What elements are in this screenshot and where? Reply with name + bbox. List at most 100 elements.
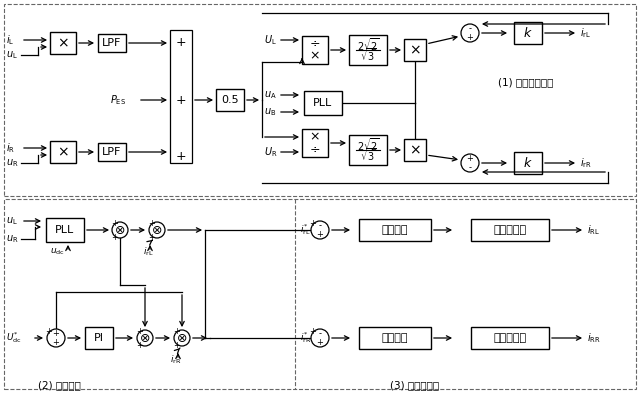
Text: $i_{\rm L}$: $i_{\rm L}$ [6,33,14,47]
Text: $i_{\rm R}$: $i_{\rm R}$ [6,141,15,155]
Bar [514,22,542,44]
Text: +: + [173,340,180,349]
Text: ⊗: ⊗ [115,224,125,237]
Text: $u_{\rm B}$: $u_{\rm B}$ [264,106,276,118]
Text: +: + [176,151,186,163]
Text: 滞环比较: 滞环比较 [381,333,408,343]
Text: LPF: LPF [102,147,122,157]
Bar [359,327,431,349]
Bar [471,219,549,241]
Text: ⊗: ⊗ [177,332,188,345]
Text: $2\sqrt{2}$: $2\sqrt{2}$ [356,37,380,53]
Text: +: + [317,230,323,239]
Bar [50,32,76,54]
Text: +: + [52,338,60,347]
Text: (3) 脉冲波产生: (3) 脉冲波产生 [390,380,439,390]
Text: $i_{\rm RL}$: $i_{\rm RL}$ [587,223,600,237]
Text: +: + [52,329,60,338]
Text: ÷: ÷ [310,37,320,50]
Circle shape [311,329,329,347]
Text: ×: × [57,36,69,50]
Bar [359,219,431,241]
Bar [404,139,426,161]
Text: +: + [45,327,52,336]
Text: +: + [310,327,316,336]
Text: (1) 补偿电流计算: (1) 补偿电流计算 [498,77,554,87]
Text: +: + [310,220,316,228]
Bar [4,4,636,196]
Circle shape [174,330,190,346]
Bar [471,327,549,349]
Text: $i_{\rm rL}$: $i_{\rm rL}$ [580,26,591,40]
Bar [404,39,426,61]
Text: -: - [319,221,321,230]
Text: ⊗: ⊗ [152,224,163,237]
Text: $\sqrt{3}$: $\sqrt{3}$ [360,147,376,163]
Text: -: - [468,163,472,172]
Text: +: + [176,37,186,50]
Bar [302,129,328,157]
Bar [349,35,387,65]
Text: ×: × [57,145,69,159]
Bar [98,34,126,52]
Bar [514,152,542,174]
Text: $2\sqrt{2}$: $2\sqrt{2}$ [356,137,380,153]
Text: +: + [111,219,118,228]
Text: $u_{\rm R}$: $u_{\rm R}$ [6,157,19,169]
Text: $\sqrt{3}$: $\sqrt{3}$ [360,47,376,63]
Text: -: - [468,24,472,33]
Text: 右侧变流器: 右侧变流器 [493,333,527,343]
Text: -: - [319,329,321,338]
Text: $k$: $k$ [523,156,533,170]
Text: ⊗: ⊗ [140,332,150,345]
Bar [302,36,328,64]
Bar [85,327,113,349]
Circle shape [137,330,153,346]
Text: +: + [111,233,118,242]
Text: $i^{*}_{\rm rR}$: $i^{*}_{\rm rR}$ [300,331,311,345]
Text: +: + [148,233,156,242]
Bar [170,30,192,163]
Text: ×: × [310,50,320,62]
Text: 左侧变流器: 左侧变流器 [493,225,527,235]
Text: $u_{\rm L}$: $u_{\rm L}$ [6,215,18,227]
Text: $P_{\rm ES}$: $P_{\rm ES}$ [110,93,126,107]
Text: PI: PI [94,333,104,343]
Text: +: + [136,327,143,336]
Text: $i_{\rm rL}$: $i_{\rm rL}$ [143,246,154,258]
Bar [304,91,342,115]
Text: ×: × [409,43,421,57]
Text: +: + [317,338,323,347]
Text: +: + [173,327,180,336]
Text: (2) 电压外环: (2) 电压外环 [38,380,81,390]
Text: +: + [176,94,186,107]
Text: $i^{*}_{\rm rL}$: $i^{*}_{\rm rL}$ [300,222,310,237]
Circle shape [112,222,128,238]
Bar [50,141,76,163]
Text: 滞环比较: 滞环比较 [381,225,408,235]
Text: +: + [136,340,143,349]
Circle shape [461,154,479,172]
Text: $u_{\rm dc}$: $u_{\rm dc}$ [50,247,65,257]
Text: $i_{\rm rR}$: $i_{\rm rR}$ [580,156,592,170]
Circle shape [311,221,329,239]
Text: ×: × [310,130,320,143]
Text: $k$: $k$ [523,26,533,40]
Text: $u_{\rm R}$: $u_{\rm R}$ [6,233,19,245]
Bar [4,199,636,389]
Circle shape [461,24,479,42]
Circle shape [47,329,65,347]
Text: $i_{\rm rR}$: $i_{\rm rR}$ [170,354,181,366]
Circle shape [149,222,165,238]
Bar [46,218,84,242]
Text: $U_{\rm R}$: $U_{\rm R}$ [264,145,278,159]
Text: +: + [148,219,156,228]
Text: $U^{*}_{\rm dc}$: $U^{*}_{\rm dc}$ [6,331,22,345]
Bar [216,89,244,111]
Text: $i_{\rm RR}$: $i_{\rm RR}$ [587,331,601,345]
Text: ÷: ÷ [310,143,320,156]
Text: $U_{\rm L}$: $U_{\rm L}$ [264,33,276,47]
Bar [349,135,387,165]
Text: LPF: LPF [102,38,122,48]
Text: PLL: PLL [56,225,75,235]
